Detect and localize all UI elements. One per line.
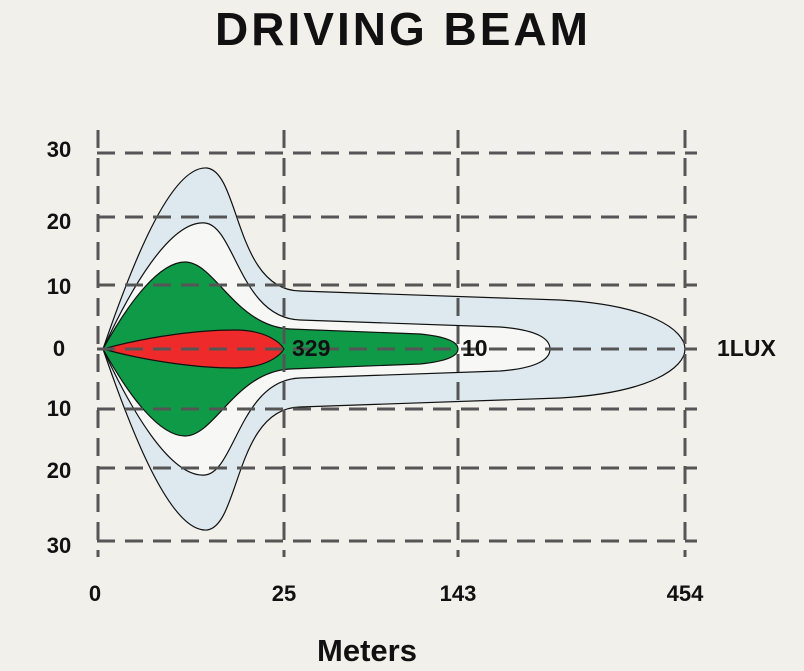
x-label: 25 xyxy=(272,581,296,606)
y-label: 0 xyxy=(53,336,65,361)
y-label: 20 xyxy=(47,458,71,483)
x-axis-title: Meters xyxy=(317,633,417,668)
x-label: 454 xyxy=(667,581,704,606)
x-label: 0 xyxy=(89,581,101,606)
grid xyxy=(96,130,697,557)
annotation: 329 xyxy=(292,335,330,361)
annotation: 1LUX xyxy=(717,335,776,361)
y-label: 10 xyxy=(47,274,71,299)
title: DRIVING BEAM xyxy=(215,3,591,55)
x-label: 143 xyxy=(440,581,477,606)
y-label: 30 xyxy=(47,533,71,558)
y-label: 10 xyxy=(47,396,71,421)
y-label: 20 xyxy=(47,209,71,234)
y-label: 30 xyxy=(47,137,71,162)
annotation: 10 xyxy=(462,335,488,361)
